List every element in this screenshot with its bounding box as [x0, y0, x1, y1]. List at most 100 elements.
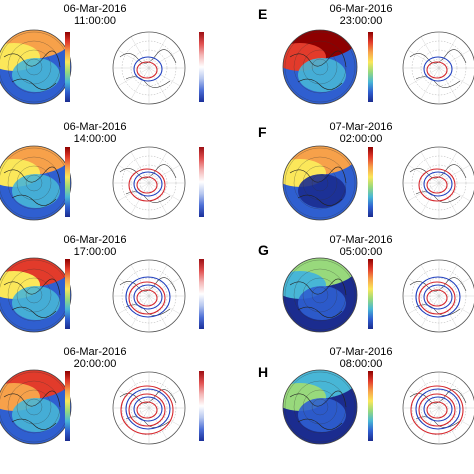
panel-g-header: 07-Mar-2016 05:00:00	[316, 234, 406, 258]
panel-f-time: 02:00:00	[339, 133, 383, 145]
coastline	[11, 194, 57, 206]
latitude-ring	[302, 165, 338, 201]
polar-meridian	[438, 407, 458, 440]
latitude-ring	[311, 58, 329, 76]
panel-h-polar-map	[402, 371, 474, 445]
latitude-ring	[25, 174, 43, 192]
polar-contour	[125, 388, 171, 430]
disc-outline	[282, 145, 358, 221]
panel-h-header: 07-Mar-2016 08:00:00	[316, 346, 406, 370]
disc-fill	[283, 30, 357, 104]
panel-g-date: 07-Mar-2016	[329, 234, 393, 246]
polar-coastline	[415, 76, 461, 88]
polar-meridian	[438, 182, 458, 215]
polar-contour	[418, 168, 456, 202]
latitude-ring	[302, 277, 338, 313]
panel-a-date: 06-Mar-2016	[63, 3, 127, 15]
panel-b-colorbar	[65, 147, 70, 217]
coastline	[3, 50, 61, 68]
polar-contour	[136, 289, 158, 307]
latitude-ring	[25, 58, 43, 76]
coastline	[11, 418, 57, 430]
polar-coastline	[409, 49, 467, 64]
panel-g-time: 05:00:00	[339, 246, 383, 258]
panel-d-time: 20:00:00	[73, 358, 117, 370]
panel-a-polar-map	[112, 31, 186, 105]
panel-f-header: 07-Mar-2016 02:00:00	[316, 121, 406, 145]
polar-coastline	[119, 389, 177, 404]
panel-b-wind-map	[0, 145, 72, 221]
polar-coastline	[119, 164, 177, 179]
polar-meridian	[420, 295, 440, 328]
panel-d-polar-map	[112, 371, 186, 445]
polar-meridian	[148, 407, 181, 427]
disc-outline	[282, 369, 358, 445]
panel-g-polar-map	[402, 259, 474, 333]
polar-meridian	[438, 407, 471, 427]
disc-center-band	[298, 58, 346, 92]
panel-f-date: 07-Mar-2016	[329, 121, 393, 133]
panel-d-colorbar	[65, 371, 70, 441]
polar-meridian	[148, 182, 181, 202]
polar-contour	[415, 388, 461, 430]
disc-outline	[282, 29, 358, 105]
panel-d-header: 06-Mar-2016 20:00:00	[50, 346, 140, 370]
polar-contour	[410, 385, 464, 435]
polar-coastline	[415, 191, 461, 203]
panel-c-time: 17:00:00	[73, 246, 117, 258]
polar-meridian	[420, 182, 440, 215]
panel-a-colorbar	[65, 32, 70, 102]
panel-g-colorbar	[368, 259, 373, 329]
panel-b-polar-map	[112, 146, 186, 220]
disc-outline	[0, 145, 72, 221]
polar-coastline	[125, 76, 171, 88]
disc-fill	[283, 258, 357, 332]
polar-meridian	[130, 67, 150, 100]
latitude-ring	[284, 371, 356, 443]
coastline	[11, 78, 57, 90]
panel-h-date: 07-Mar-2016	[329, 346, 393, 358]
panel-a-polar-colorbar	[199, 32, 204, 102]
panel-e-letter: E	[258, 6, 268, 22]
disc-fill	[283, 370, 357, 444]
disc-center-band	[12, 58, 60, 92]
polar-contour	[423, 396, 453, 422]
panel-b-polar-colorbar	[199, 147, 204, 217]
panel-b-header: 06-Mar-2016 14:00:00	[50, 121, 140, 145]
latitude-ring	[284, 31, 356, 103]
panel-f-letter: F	[258, 124, 267, 140]
panel-e-wind-map	[282, 29, 358, 105]
polar-contour	[120, 385, 174, 435]
latitude-ring	[284, 259, 356, 331]
disc-outline	[0, 257, 72, 333]
polar-contour	[426, 289, 448, 307]
polar-contour	[133, 171, 163, 197]
polar-meridian	[117, 49, 150, 69]
disc-outline	[0, 29, 72, 105]
coastline	[11, 306, 57, 318]
polar-meridian	[438, 295, 458, 328]
panel-a-header: 06-Mar-2016 11:00:00	[50, 3, 140, 27]
coastline	[3, 278, 61, 296]
panel-f-colorbar	[368, 147, 373, 217]
disc-center-band	[12, 174, 60, 208]
polar-contour	[136, 401, 158, 419]
disc-fill	[0, 146, 71, 220]
latitude-ring	[284, 147, 356, 219]
polar-meridian	[148, 67, 168, 100]
polar-meridian	[148, 407, 168, 440]
panel-d-date: 06-Mar-2016	[63, 346, 127, 358]
polar-coastline	[409, 164, 467, 179]
disc-center-band	[298, 398, 346, 432]
polar-meridian	[438, 182, 471, 202]
latitude-ring	[311, 286, 329, 304]
polar-meridian	[438, 295, 471, 315]
polar-coastline	[119, 49, 177, 64]
latitude-ring	[16, 49, 52, 85]
polar-contour	[418, 393, 456, 427]
polar-contour	[133, 284, 163, 310]
polar-contour	[128, 281, 166, 315]
latitude-ring	[25, 398, 43, 416]
polar-contour	[128, 393, 166, 427]
latitude-ring	[311, 174, 329, 192]
